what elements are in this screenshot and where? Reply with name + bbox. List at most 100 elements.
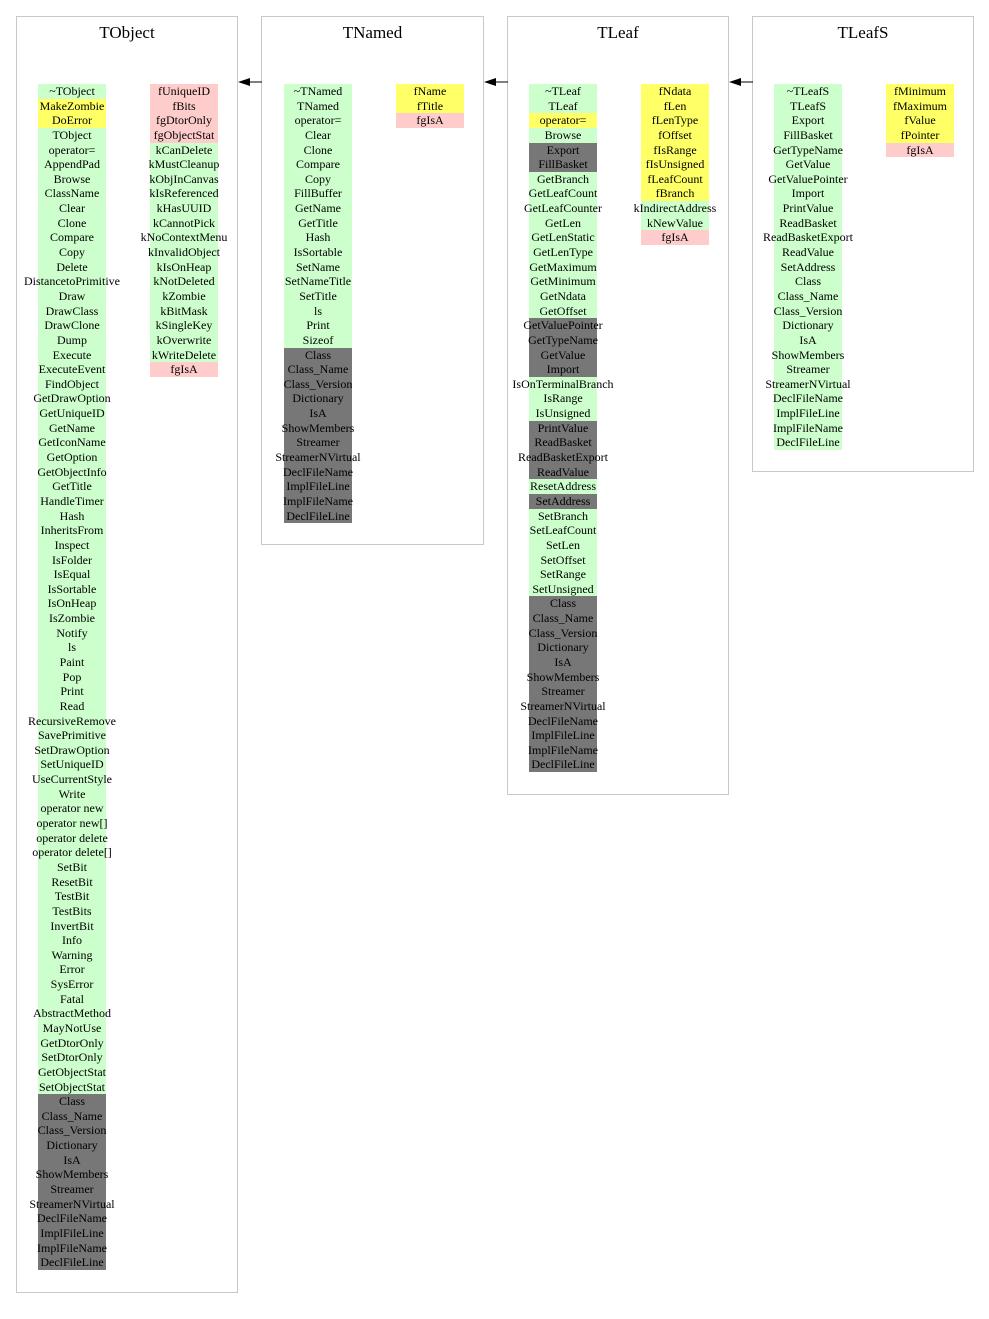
member-label: fOffset [658,127,692,142]
method-item: ExecuteEvent [38,362,106,377]
member-label: Class_Version [37,1123,107,1138]
member-label: DeclFileLine [531,757,595,772]
method-item: DistancetoPrimitive [24,274,120,289]
method-item: GetName [38,420,106,436]
member-label: GetLenStatic [531,230,595,245]
member-label: IsA [63,1152,81,1167]
member-label: Clear [59,201,85,216]
member-label: ImplFileName [37,1240,107,1255]
member-label: IsZombie [49,611,95,626]
method-item: Delete [38,259,106,275]
method-item: PrintValue [529,420,597,436]
method-item: Notify [38,625,106,641]
member-label: Class [58,1094,86,1109]
field-item: kIndirectAddress [634,201,716,216]
method-item: GetTypeName [528,332,598,348]
member-label: Export [546,142,580,157]
method-item: UseCurrentStyle [32,772,112,787]
member-label: SetBranch [538,508,588,523]
member-label: ~TNamed [293,84,343,98]
member-label: kIsOnHeap [156,259,212,274]
member-label: SetDtorOnly [41,1050,103,1065]
member-label: Class_Name [777,288,839,303]
member-label: IsSortable [293,245,343,260]
method-item: GetLenStatic [529,230,597,246]
field-item: kInvalidObject [148,245,220,260]
method-item: DeclFileName [283,464,353,480]
member-label: Dump [57,332,87,347]
field-item: fLen [641,98,709,114]
member-label: Class [304,347,332,362]
member-label: fBits [172,98,196,113]
field-item: fTitle [396,98,464,114]
member-label: Class [794,274,822,289]
member-label: FindObject [45,376,99,391]
member-label: GetNdata [540,288,586,303]
method-item: Dictionary [38,1138,106,1153]
method-item: ImplFileLine [774,406,842,421]
method-item: GetNdata [529,288,597,304]
method-item: FillBasket [529,157,597,172]
method-item: Class_Version [284,376,352,392]
member-label: Warning [51,947,93,962]
member-label: kCanDelete [155,142,213,157]
method-item: Class [284,347,352,363]
field-item: fBranch [641,186,709,202]
method-item: SetName [284,259,352,275]
field-item: fValue [886,113,954,128]
methods-column: ~TObject MakeZombie DoError TObject operator… [24,84,120,1270]
member-label: Read [59,698,85,713]
member-label: kNotDeleted [153,274,215,289]
method-item: ReadBasket [529,435,597,451]
member-label: GetUniqueID [39,406,105,421]
member-label: GetObjectStat [38,1064,106,1079]
field-item: kIsOnHeap [150,259,218,275]
member-label: Clone [303,142,333,157]
member-label: IsUnsigned [535,406,591,421]
inheritance-arrow-tleaf-tnamed [484,78,508,86]
member-label: SetUnsigned [532,581,594,596]
method-item: ShowMembers [36,1167,108,1183]
method-item: Draw [38,288,106,304]
member-label: fMinimum [893,84,947,98]
member-label: ReadBasketExport [763,230,853,245]
member-label: operator delete [36,830,108,845]
method-item: ClassName [38,186,106,202]
field-item: fIsUnsigned [641,157,709,172]
field-item: kHasUUID [150,201,218,216]
method-item: IsA [529,654,597,670]
member-label: HandleTimer [40,493,104,508]
method-item: Pop [38,669,106,685]
method-item: GetLeafCount [529,186,597,202]
member-label: SavePrimitive [38,728,106,743]
method-item: SetNameTitle [284,274,352,289]
member-label: ImplFileName [773,420,843,435]
method-item: DeclFileLine [529,757,597,773]
method-item: Error [38,962,106,978]
member-label: Inspect [54,537,90,552]
member-label: kZombie [162,288,206,303]
method-item: IsUnsigned [529,406,597,421]
member-label: SetLen [546,537,580,552]
member-label: ImplFileLine [776,406,840,421]
method-item: GetObjectInfo [37,464,107,480]
member-label: SetDrawOption [34,742,110,757]
method-item: FindObject [38,376,106,392]
member-label: kIndirectAddress [633,201,717,216]
class-title: TLeafS [837,23,889,42]
member-label: Import [546,362,580,377]
class-box-tnamed: TNamed ~TNamed TNamed operator= Clear Clone C… [261,16,484,545]
member-label: Streamer [541,684,585,699]
field-item: fBits [150,98,218,114]
method-item: SetLeafCount [529,523,597,538]
member-label: Fatal [60,991,84,1006]
member-label: fgDtorOnly [156,113,212,128]
method-item: Paint [38,654,106,670]
method-item: Copy [38,245,106,260]
method-item: Streamer [774,362,842,377]
method-item: ImplFileLine [284,479,352,494]
method-item: GetTitle [284,215,352,231]
method-item: Clear [284,127,352,143]
member-label: Import [791,186,825,201]
method-item: IsFolder [38,552,106,568]
